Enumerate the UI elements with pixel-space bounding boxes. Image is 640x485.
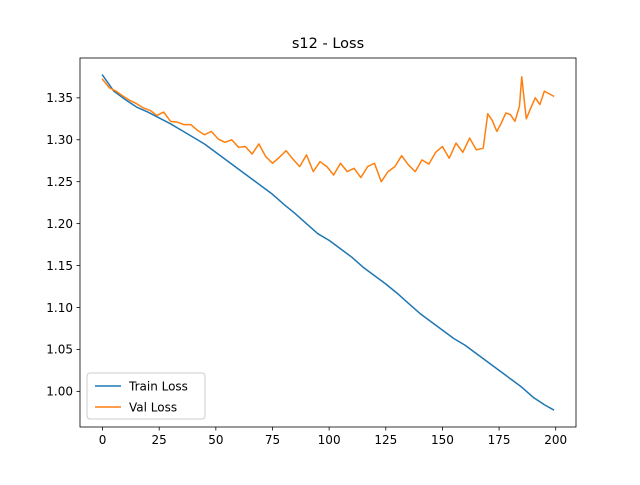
legend-label: Train Loss (128, 380, 188, 394)
x-tick-label: 150 (431, 433, 454, 447)
y-tick-label: 1.30 (46, 133, 73, 147)
legend: Train Loss Val Loss (86, 372, 206, 420)
series-group (101, 74, 555, 411)
y-tick-label: 1.15 (46, 259, 73, 273)
x-tick-label: 125 (374, 433, 397, 447)
y-tick-label: 1.05 (46, 343, 73, 357)
y-tick-label: 1.00 (46, 385, 73, 399)
series-line-train-loss (101, 74, 555, 411)
x-tick-label: 100 (318, 433, 341, 447)
axes-frame (79, 57, 577, 428)
chart-title: s12 - Loss (292, 36, 364, 52)
x-tick-label: 0 (99, 433, 107, 447)
y-tick-label: 1.25 (46, 175, 73, 189)
x-tick-label: 25 (152, 433, 167, 447)
x-tick-label: 200 (544, 433, 567, 447)
legend-label: Val Loss (129, 401, 177, 415)
y-tick-label: 1.35 (46, 91, 73, 105)
x-tick-label: 50 (208, 433, 223, 447)
axes-layer: 0 25 50 75 100 125 150 175 200 1.00 1.05 1.10 1.15 1.… (46, 57, 577, 447)
y-tick-label: 1.20 (46, 217, 73, 231)
y-tick-label: 1.10 (46, 301, 73, 315)
series-line-val-loss (101, 76, 555, 183)
x-tick-label: 175 (488, 433, 511, 447)
plot-layer (101, 74, 555, 411)
x-tick-label: 75 (265, 433, 280, 447)
